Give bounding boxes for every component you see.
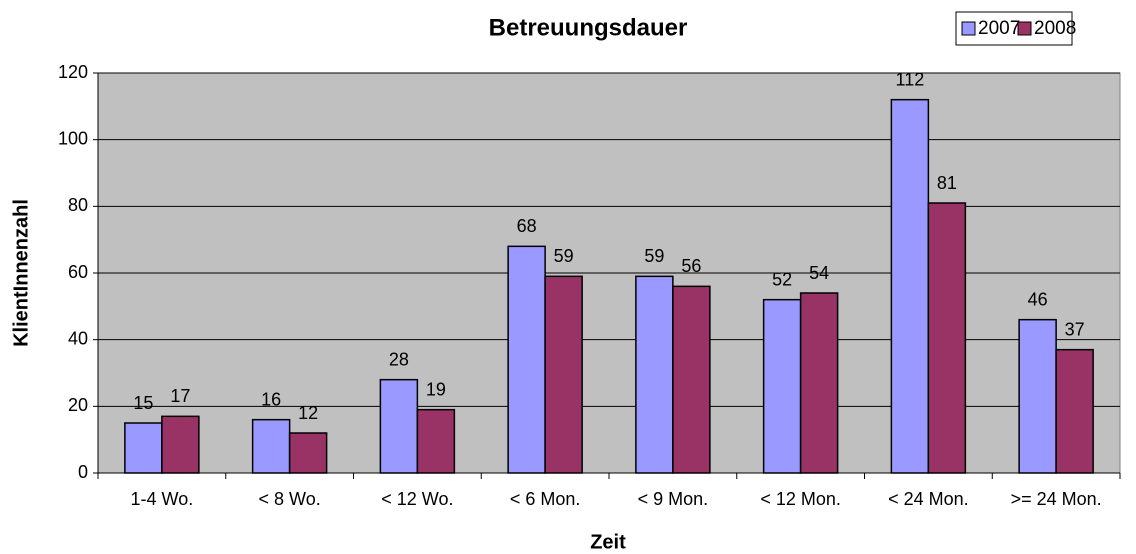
- value-label: 28: [389, 349, 409, 369]
- y-tick-label: 100: [58, 128, 88, 148]
- value-label: 15: [133, 393, 153, 413]
- value-label: 68: [517, 216, 537, 236]
- x-tick-label: < 12 Wo.: [381, 489, 453, 509]
- y-tick-label: 0: [78, 462, 88, 482]
- bar: [124, 422, 163, 474]
- legend-label: 2008: [1034, 18, 1076, 39]
- x-tick-label: < 24 Mon.: [888, 489, 969, 509]
- bar: [1055, 348, 1094, 474]
- bar: [890, 98, 930, 474]
- value-label: 81: [937, 173, 957, 193]
- x-tick-label: < 8 Wo.: [259, 489, 321, 509]
- x-tick-label: < 9 Mon.: [638, 489, 709, 509]
- value-label: 56: [681, 256, 701, 276]
- bar: [1018, 318, 1057, 474]
- value-label: 17: [170, 386, 190, 406]
- y-tick-label: 60: [68, 262, 88, 282]
- legend-label: 2007: [978, 18, 1020, 39]
- chart-title: Betreuungsdauer: [489, 14, 688, 41]
- bar: [507, 245, 546, 474]
- value-label: 54: [809, 263, 829, 283]
- value-label: 59: [644, 246, 664, 266]
- y-axis-title: KlientInnenzahl: [10, 199, 32, 347]
- value-label: 46: [1028, 289, 1048, 309]
- y-tick-label: 120: [58, 62, 88, 82]
- bar: [762, 298, 802, 474]
- bar: [288, 432, 328, 474]
- y-tick-label: 80: [68, 195, 88, 215]
- legend-swatch: [961, 21, 976, 36]
- value-label: 12: [298, 403, 318, 423]
- value-label: 59: [554, 246, 574, 266]
- x-tick-label: < 6 Mon.: [510, 489, 581, 509]
- value-label: 37: [1065, 319, 1085, 339]
- value-label: 16: [261, 389, 281, 409]
- value-label: 112: [896, 69, 925, 89]
- x-axis-title: Zeit: [590, 531, 626, 553]
- legend-swatch: [1017, 21, 1032, 36]
- value-label: 19: [426, 379, 446, 399]
- x-tick-label: 1-4 Wo.: [131, 489, 194, 509]
- bar: [635, 275, 674, 474]
- x-tick-label: >= 24 Mon.: [1011, 489, 1102, 509]
- bar: [251, 418, 291, 474]
- y-tick-label: 20: [68, 395, 88, 415]
- x-tick-label: < 12 Mon.: [760, 489, 841, 509]
- bar: [672, 285, 711, 474]
- bar: [799, 292, 839, 474]
- y-tick-label: 40: [68, 328, 88, 348]
- bar: [416, 408, 456, 474]
- bar: [161, 415, 200, 474]
- bar: [927, 202, 967, 474]
- bar: [544, 275, 583, 474]
- bar: [379, 378, 419, 474]
- value-label: 52: [772, 269, 792, 289]
